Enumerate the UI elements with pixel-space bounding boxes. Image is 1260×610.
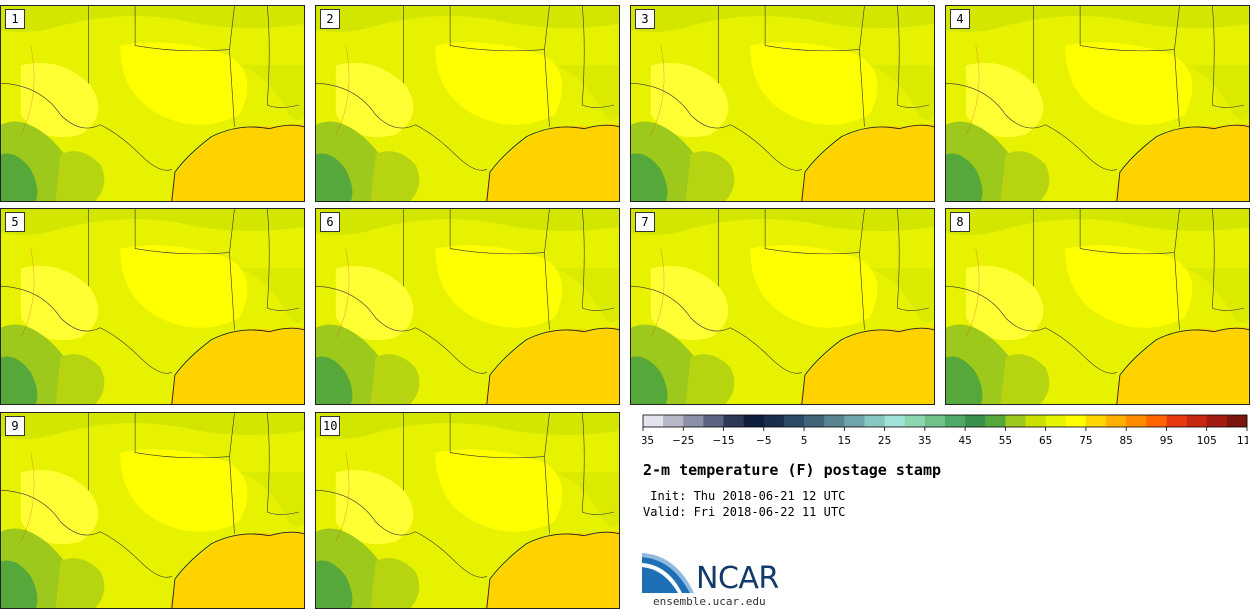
colorbar-tick-label: −25 [672,435,694,447]
colorbar-swatch [924,415,946,427]
colorbar-swatch [663,415,684,427]
ensemble-member-panel: 1 [0,5,305,202]
colorbar-tick-label: −15 [712,435,734,447]
ensemble-url: ensemble.ucar.edu [653,595,766,608]
colorbar-swatch [1025,415,1046,427]
colorbar-swatch [683,415,704,427]
member-number-label: 1 [5,9,25,29]
colorbar-swatch [1045,415,1067,427]
colorbar-swatch [1166,415,1187,427]
temperature-map [631,209,934,404]
member-number-label: 10 [320,416,341,436]
ensemble-member-panel: 9 [0,412,305,609]
temperature-map [1,413,304,608]
colorbar-tick-label: 35 [918,435,931,447]
colorbar-swatch [1226,415,1248,427]
colorbar-tick-label: 55 [999,435,1012,447]
colorbar-tick-label: 45 [958,435,971,447]
ensemble-member-panel: 4 [945,5,1250,202]
ncar-logo-icon [642,553,694,593]
colorbar-swatch [824,415,845,427]
colorbar-swatch [1186,415,1208,427]
temperature-colorbar: −35 −25 −15 −5 5 15 25 35 45 55 65 75 85 95 105 115 [642,414,1248,447]
colorbar-swatch [1146,415,1167,427]
colorbar-tick-label: 85 [1120,435,1133,447]
colorbar-swatch [1206,415,1228,427]
member-number-label: 3 [635,9,655,29]
member-number-label: 6 [320,212,340,232]
colorbar-swatch [864,415,885,427]
member-number-label: 7 [635,212,655,232]
colorbar-tick-label: −5 [756,435,771,447]
member-number-label: 4 [950,9,970,29]
colorbar-swatch [884,415,906,427]
ensemble-member-panel: 3 [630,5,935,202]
ensemble-member-panel: 10 [315,412,620,609]
colorbar-frame [642,414,1248,428]
plot-title: 2-m temperature (F) postage stamp [643,461,942,479]
ensemble-member-panel: 8 [945,208,1250,405]
ensemble-member-panel: 2 [315,5,620,202]
colorbar-tick-label: 105 [1197,435,1217,447]
ensemble-member-panel: 6 [315,208,620,405]
colorbar-swatch [904,415,926,427]
ncar-wordmark: NCAR [696,561,779,596]
temperature-map [631,6,934,201]
colorbar-swatch [1106,415,1127,427]
colorbar-swatch [945,415,966,427]
colorbar-swatch [743,415,765,427]
colorbar-tick-label: 65 [1039,435,1052,447]
temperature-map [316,6,619,201]
temperature-map [946,6,1249,201]
colorbar-tick-label: 75 [1079,435,1092,447]
colorbar-swatch [1065,415,1087,427]
temperature-map [316,209,619,404]
colorbar-swatch [804,415,825,427]
colorbar-swatch [965,415,986,427]
init-time: Init: Thu 2018-06-21 12 UTC [643,489,846,503]
colorbar-tick-label: −35 [642,435,654,447]
member-number-label: 9 [5,416,25,436]
temperature-map [1,209,304,404]
valid-time: Valid: Fri 2018-06-22 11 UTC [643,505,846,519]
colorbar-tick-label: 95 [1160,435,1173,447]
ensemble-member-panel: 5 [0,208,305,405]
colorbar-swatch [783,415,805,427]
ensemble-member-panel: 7 [630,208,935,405]
member-number-label: 8 [950,212,970,232]
colorbar-swatch [1126,415,1147,427]
temperature-map [946,209,1249,404]
colorbar-swatch [985,415,1006,427]
colorbar-tick-label: 5 [801,435,808,447]
temperature-map [1,6,304,201]
colorbar-swatch [844,415,865,427]
colorbar-swatch [1085,415,1107,427]
colorbar-swatch [643,415,664,427]
colorbar-swatch [1005,415,1026,427]
colorbar-swatch [723,415,744,427]
colorbar-tick-label: 15 [838,435,851,447]
colorbar-swatch [703,415,724,427]
colorbar-swatch [763,415,785,427]
colorbar-tick-label: 115 [1237,435,1248,447]
temperature-map [316,413,619,608]
member-number-label: 5 [5,212,25,232]
member-number-label: 2 [320,9,340,29]
colorbar-tick-label: 25 [878,435,891,447]
